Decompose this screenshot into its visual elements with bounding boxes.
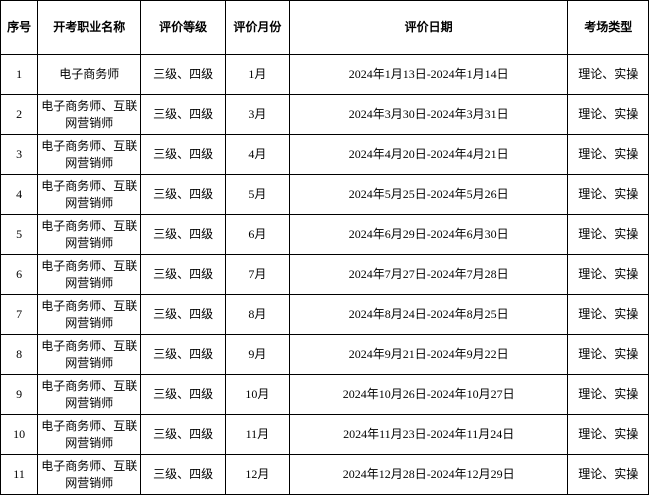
header-type: 考场类型 bbox=[568, 1, 649, 55]
table-cell: 9 bbox=[1, 375, 38, 415]
table-cell: 5月 bbox=[225, 175, 289, 215]
table-cell: 2024年12月28日-2024年12月29日 bbox=[289, 455, 568, 495]
table-cell: 三级、四级 bbox=[141, 175, 226, 215]
table-cell: 电子商务师、互联网营销师 bbox=[38, 415, 141, 455]
table-cell: 理论、实操 bbox=[568, 295, 649, 335]
table-cell: 11月 bbox=[225, 415, 289, 455]
table-row: 11电子商务师、互联网营销师三级、四级12月2024年12月28日-2024年1… bbox=[1, 455, 649, 495]
header-seq: 序号 bbox=[1, 1, 38, 55]
table-cell: 三级、四级 bbox=[141, 375, 226, 415]
table-cell: 电子商务师、互联网营销师 bbox=[38, 455, 141, 495]
header-profession: 开考职业名称 bbox=[38, 1, 141, 55]
table-cell: 12月 bbox=[225, 455, 289, 495]
table-cell: 三级、四级 bbox=[141, 255, 226, 295]
table-cell: 电子商务师、互联网营销师 bbox=[38, 335, 141, 375]
table-cell: 3 bbox=[1, 135, 38, 175]
table-cell: 2024年6月29日-2024年6月30日 bbox=[289, 215, 568, 255]
table-cell: 理论、实操 bbox=[568, 415, 649, 455]
table-row: 1电子商务师三级、四级1月2024年1月13日-2024年1月14日理论、实操 bbox=[1, 55, 649, 95]
header-month: 评价月份 bbox=[225, 1, 289, 55]
table-cell: 10月 bbox=[225, 375, 289, 415]
table-cell: 理论、实操 bbox=[568, 55, 649, 95]
table-cell: 三级、四级 bbox=[141, 95, 226, 135]
table-cell: 1月 bbox=[225, 55, 289, 95]
table-cell: 三级、四级 bbox=[141, 215, 226, 255]
table-cell: 9月 bbox=[225, 335, 289, 375]
table-cell: 理论、实操 bbox=[568, 135, 649, 175]
schedule-table: 序号 开考职业名称 评价等级 评价月份 评价日期 考场类型 1电子商务师三级、四… bbox=[0, 0, 649, 495]
table-cell: 理论、实操 bbox=[568, 375, 649, 415]
table-cell: 电子商务师 bbox=[38, 55, 141, 95]
table-row: 10电子商务师、互联网营销师三级、四级11月2024年11月23日-2024年1… bbox=[1, 415, 649, 455]
header-date: 评价日期 bbox=[289, 1, 568, 55]
table-cell: 4 bbox=[1, 175, 38, 215]
table-cell: 6月 bbox=[225, 215, 289, 255]
table-cell: 2024年8月24日-2024年8月25日 bbox=[289, 295, 568, 335]
table-row: 3电子商务师、互联网营销师三级、四级4月2024年4月20日-2024年4月21… bbox=[1, 135, 649, 175]
table-cell: 2024年1月13日-2024年1月14日 bbox=[289, 55, 568, 95]
table-cell: 电子商务师、互联网营销师 bbox=[38, 215, 141, 255]
table-cell: 2024年5月25日-2024年5月26日 bbox=[289, 175, 568, 215]
table-cell: 5 bbox=[1, 215, 38, 255]
table-cell: 2024年9月21日-2024年9月22日 bbox=[289, 335, 568, 375]
table-cell: 7月 bbox=[225, 255, 289, 295]
table-cell: 4月 bbox=[225, 135, 289, 175]
table-cell: 理论、实操 bbox=[568, 175, 649, 215]
table-cell: 三级、四级 bbox=[141, 415, 226, 455]
table-row: 6电子商务师、互联网营销师三级、四级7月2024年7月27日-2024年7月28… bbox=[1, 255, 649, 295]
table-row: 5电子商务师、互联网营销师三级、四级6月2024年6月29日-2024年6月30… bbox=[1, 215, 649, 255]
table-cell: 电子商务师、互联网营销师 bbox=[38, 135, 141, 175]
table-cell: 7 bbox=[1, 295, 38, 335]
table-cell: 3月 bbox=[225, 95, 289, 135]
table-cell: 6 bbox=[1, 255, 38, 295]
table-cell: 8 bbox=[1, 335, 38, 375]
table-cell: 理论、实操 bbox=[568, 255, 649, 295]
table-row: 4电子商务师、互联网营销师三级、四级5月2024年5月25日-2024年5月26… bbox=[1, 175, 649, 215]
table-cell: 2024年11月23日-2024年11月24日 bbox=[289, 415, 568, 455]
table-cell: 1 bbox=[1, 55, 38, 95]
table-cell: 理论、实操 bbox=[568, 215, 649, 255]
table-cell: 2024年10月26日-2024年10月27日 bbox=[289, 375, 568, 415]
table-cell: 2024年7月27日-2024年7月28日 bbox=[289, 255, 568, 295]
table-cell: 理论、实操 bbox=[568, 335, 649, 375]
table-cell: 电子商务师、互联网营销师 bbox=[38, 255, 141, 295]
table-cell: 电子商务师、互联网营销师 bbox=[38, 175, 141, 215]
table-cell: 2024年4月20日-2024年4月21日 bbox=[289, 135, 568, 175]
table-cell: 10 bbox=[1, 415, 38, 455]
table-row: 9电子商务师、互联网营销师三级、四级10月2024年10月26日-2024年10… bbox=[1, 375, 649, 415]
table-body: 1电子商务师三级、四级1月2024年1月13日-2024年1月14日理论、实操2… bbox=[1, 55, 649, 495]
table-cell: 三级、四级 bbox=[141, 455, 226, 495]
table-cell: 11 bbox=[1, 455, 38, 495]
table-cell: 三级、四级 bbox=[141, 55, 226, 95]
table-cell: 理论、实操 bbox=[568, 95, 649, 135]
header-level: 评价等级 bbox=[141, 1, 226, 55]
table-cell: 三级、四级 bbox=[141, 335, 226, 375]
table-row: 8电子商务师、互联网营销师三级、四级9月2024年9月21日-2024年9月22… bbox=[1, 335, 649, 375]
table-cell: 电子商务师、互联网营销师 bbox=[38, 295, 141, 335]
table-header-row: 序号 开考职业名称 评价等级 评价月份 评价日期 考场类型 bbox=[1, 1, 649, 55]
table-cell: 三级、四级 bbox=[141, 135, 226, 175]
table-cell: 电子商务师、互联网营销师 bbox=[38, 375, 141, 415]
table-row: 7电子商务师、互联网营销师三级、四级8月2024年8月24日-2024年8月25… bbox=[1, 295, 649, 335]
table-cell: 2024年3月30日-2024年3月31日 bbox=[289, 95, 568, 135]
table-cell: 2 bbox=[1, 95, 38, 135]
table-cell: 三级、四级 bbox=[141, 295, 226, 335]
table-row: 2电子商务师、互联网营销师三级、四级3月2024年3月30日-2024年3月31… bbox=[1, 95, 649, 135]
table-cell: 理论、实操 bbox=[568, 455, 649, 495]
table-cell: 电子商务师、互联网营销师 bbox=[38, 95, 141, 135]
table-cell: 8月 bbox=[225, 295, 289, 335]
